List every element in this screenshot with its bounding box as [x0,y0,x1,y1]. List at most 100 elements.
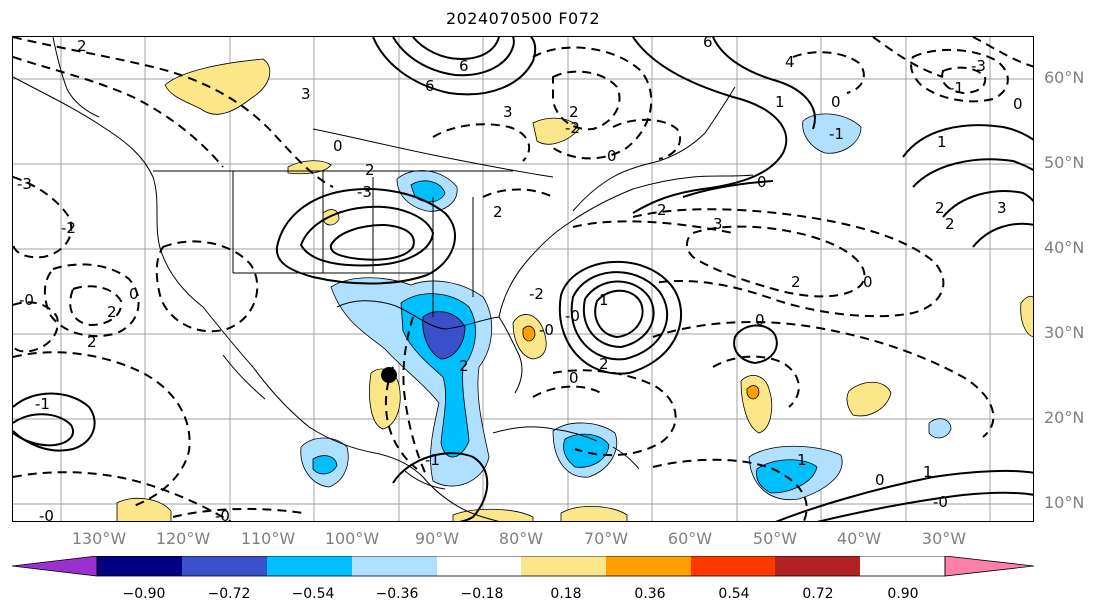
contour-label: -0 [39,507,54,522]
colorbar-bar [11,555,1035,577]
fill-negative-small-east [928,418,952,439]
lat-label: 50°N [1044,153,1085,172]
fill-positive-small2 [322,209,340,226]
colorbar-bin [606,556,691,576]
contour-label: 4 [785,53,795,71]
contour-label: 3 [997,199,1007,217]
contour-label: 2 [945,215,955,233]
contour-label: 2 [599,355,609,373]
contour-label: 1 [775,93,785,111]
contour-label: 0 [863,273,873,291]
contour-label: 0 [129,285,139,303]
lon-label: 130°W [71,529,127,548]
contour-label: 2 [107,303,117,321]
lat-label: 20°N [1044,408,1085,427]
colorbar-tick-label: 0.54 [718,586,750,602]
contour-label: 2 [459,357,469,375]
contour-label: 1 [797,451,807,469]
contour-label: 2 [569,103,579,121]
colorbar-outline [96,555,946,577]
contour-label: 0 [333,137,343,155]
contour-label: 0 [607,147,617,165]
fill-negative-pacific-core [312,455,338,475]
contour-label: 1 [923,463,933,481]
colorbar-bin [182,556,267,576]
contour-label: 2 [365,161,375,179]
contour-label: 6 [425,77,435,95]
contour-label-group: 2 6 6 6 4 3 -3 -1 0 2 -2 3 0 1 -1 0 1 2 … [17,37,1023,522]
contour-label: 6 [459,57,469,75]
lat-label: 10°N [1044,493,1085,512]
contour-label: 3 [713,215,723,233]
colorbar [0,555,1105,615]
contour-label: -0 [539,321,554,339]
lon-label: 120°W [155,529,211,548]
lon-label: 90°W [414,529,460,548]
contour-label: -3 [357,183,372,201]
fill-positive-atlantic1-core [746,385,760,400]
colorbar-under-triangle [11,555,98,577]
colorbar-tick-label: 0.90 [887,586,919,602]
contour-label: -1 [949,79,964,97]
contour-label: -0 [19,291,34,309]
colorbar-tick-label: −0.72 [207,586,251,602]
contour-label: 6 [703,37,713,51]
contour-label: -0 [565,307,580,325]
fill-positive-atlantic1 [740,375,773,434]
lon-label: 100°W [324,529,380,548]
lon-label: 40°W [836,529,882,548]
fill-negative-north-atlantic [802,113,862,154]
fill-positive-nw [164,58,271,115]
fill-positive-south3 [560,506,628,521]
map-title: 2024070500 F072 [445,9,601,28]
colorbar-over-triangle [944,555,1035,577]
fill-negative-caribbean-core [563,433,610,468]
contour-label: -0 [215,507,230,522]
fill-positive-atlantic2 [846,381,892,417]
contour-label: -0 [933,493,948,511]
colorbar-bin [352,556,437,576]
contour-label: 3 [301,85,311,103]
colorbar-tick-label: −0.18 [460,586,504,602]
contour-label: 0 [875,471,885,489]
map-canvas: 2 6 6 6 4 3 -3 -1 0 2 -2 3 0 1 -1 0 1 2 … [13,37,1033,522]
lon-label: 110°W [240,529,296,548]
contour-label: 0 [569,369,579,387]
colorbar-tick-label: 0.36 [634,586,666,602]
colorbar-bin [97,556,182,576]
lon-label: 60°W [667,529,713,548]
contour-label: -1 [829,125,844,143]
colorbar-tick-label: 0.72 [802,586,834,602]
contour-label: 0 [831,93,841,111]
lat-label: 60°N [1044,68,1085,87]
contour-label: -3 [17,175,32,193]
fill-positive-small1 [287,160,332,175]
fill-positive-east-edge [1020,295,1033,337]
lon-label: 70°W [583,529,629,548]
contour-label: 2 [87,333,97,351]
contour-label: 2 [935,199,945,217]
contour-label: -1 [425,451,440,469]
coastlines [13,37,754,521]
contour-label: 0 [755,311,765,329]
colorbar-tick-label: −0.90 [122,586,166,602]
contour-label: 0 [757,173,767,191]
contour-label: -2 [565,119,580,137]
colorbar-bin [691,556,775,576]
lat-label: 30°N [1044,323,1085,342]
contour-label: -3 [971,57,986,75]
lon-label: 50°W [752,529,798,548]
colorbar-bin [775,556,860,576]
contour-label: 1 [937,133,947,151]
contour-label: -1 [35,395,50,413]
lon-label: 30°W [921,529,967,548]
contour-lines-dashed [13,37,1033,521]
contour-label: 2 [791,273,801,291]
contour-label: 0 [1013,95,1023,113]
contour-lines [13,37,1033,521]
contour-label: 3 [503,103,513,121]
colorbar-bin [437,556,521,576]
colorbar-tick-label: 0.18 [550,586,582,602]
map-panel[interactable]: 2 6 6 6 4 3 -3 -1 0 2 -2 3 0 1 -1 0 1 2 … [12,36,1034,522]
contour-label: -2 [61,219,76,237]
